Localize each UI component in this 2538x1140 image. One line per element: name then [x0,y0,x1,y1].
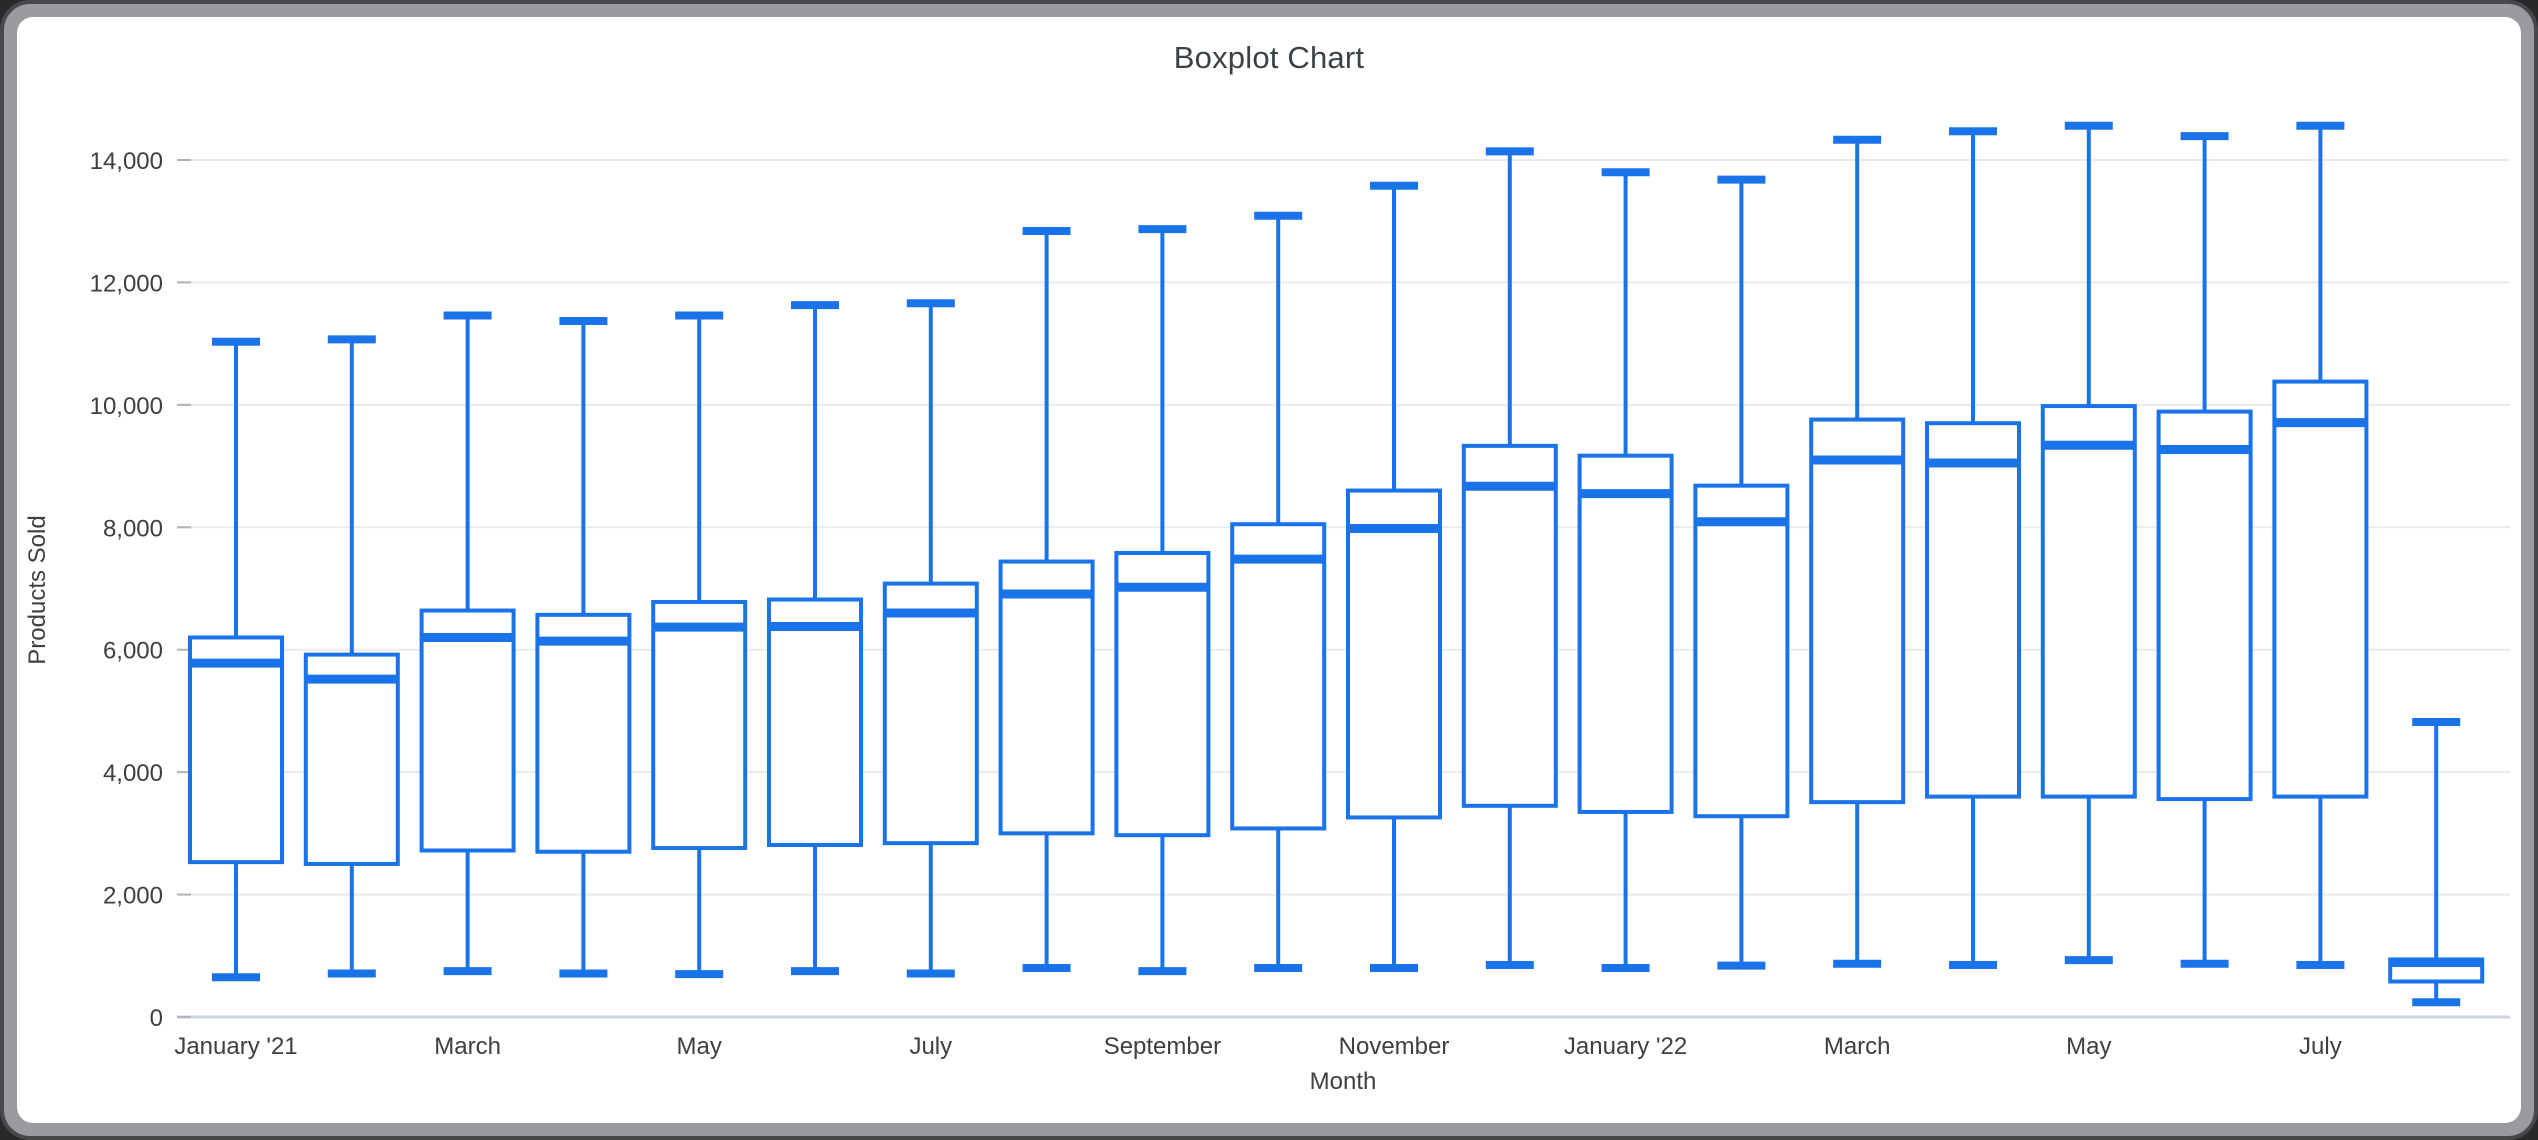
iqr-box [1577,453,1674,814]
y-tick-label: 14,000 [90,148,163,175]
y-axis-title: Products Sold [24,515,51,665]
x-tick-label: May [677,1033,722,1060]
boxplot-box-8[interactable] [998,227,1095,973]
iqr-box [2040,404,2137,799]
iqr-box [2272,379,2369,799]
boxplot-box-20[interactable] [2388,717,2485,1007]
boxplot-box-3[interactable] [419,311,516,976]
iqr-box [535,612,632,854]
boxplot-box-16[interactable] [1925,127,2021,969]
x-tick-label: July [2299,1033,2342,1060]
iqr-box [1461,443,1558,808]
x-tick-label: November [1339,1033,1450,1060]
boxplot-box-7[interactable] [882,299,979,978]
y-tick-label: 8,000 [103,515,163,542]
y-tick-label: 4,000 [103,760,163,787]
boxplot-box-1[interactable] [188,337,284,982]
x-axis-title: Month [1309,1068,1377,1095]
iqr-box [188,635,284,865]
x-tick-label: September [1104,1033,1221,1060]
boxplot-box-15[interactable] [1809,135,1906,968]
iqr-box [767,597,863,847]
x-tick-label: January '21 [174,1033,297,1060]
y-tick-label: 12,000 [90,270,163,297]
y-tick-label: 0 [150,1005,163,1032]
boxplot-box-6[interactable] [767,301,863,976]
iqr-box [651,599,748,851]
x-tick-label: May [2066,1033,2111,1060]
boxplot-box-19[interactable] [2272,121,2369,969]
iqr-box [303,652,400,866]
iqr-box [1230,522,1327,831]
boxplot-box-18[interactable] [2156,132,2253,968]
chart-title: Boxplot Chart [1173,40,1365,75]
x-tick-label: March [1824,1033,1891,1060]
iqr-box [1809,417,1906,805]
boxplot-box-4[interactable] [535,316,632,978]
x-tick-label: July [909,1033,952,1060]
y-tick-label: 2,000 [103,883,163,910]
x-tick-label: March [434,1033,501,1060]
boxplot-box-12[interactable] [1461,147,1558,969]
iqr-box [882,581,979,846]
boxplot-box-5[interactable] [651,311,748,979]
boxplot-box-9[interactable] [1114,225,1211,976]
iqr-box [1693,483,1790,819]
y-tick-label: 6,000 [103,638,163,665]
iqr-box [998,559,1095,836]
boxplot-box-13[interactable] [1577,168,1674,973]
boxplot-box-14[interactable] [1693,175,1790,970]
iqr-box [419,608,516,853]
x-tick-label: January '22 [1564,1033,1687,1060]
iqr-box [2156,409,2253,802]
iqr-box [1114,550,1211,838]
boxplot-box-2[interactable] [303,335,400,978]
boxplot-box-11[interactable] [1346,181,1442,973]
y-tick-label: 10,000 [90,393,163,420]
boxplot-box-17[interactable] [2040,121,2137,965]
boxplot-box-10[interactable] [1230,211,1327,973]
iqr-box [1346,488,1442,820]
iqr-box [1925,421,2021,799]
